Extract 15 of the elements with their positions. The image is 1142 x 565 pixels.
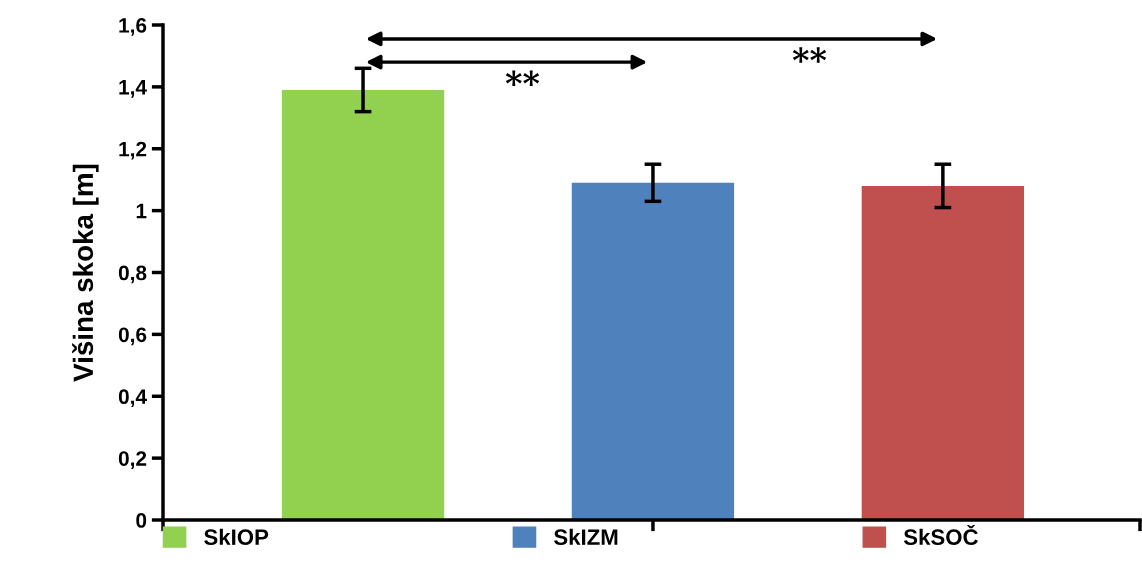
- y-tick-label: 0,4: [118, 389, 147, 408]
- y-tick-label: 0,2: [118, 451, 147, 469]
- legend-label: SkSOČ: [903, 524, 978, 546]
- y-tick-label: 1,2: [119, 141, 147, 160]
- y-tick-label: 0: [136, 513, 147, 528]
- annotation: **: [505, 70, 540, 86]
- legend-label: SkIOP: [204, 528, 269, 546]
- legend-label: SkIZM: [553, 528, 618, 546]
- y-tick-label: 1,4: [119, 80, 147, 98]
- y-tick-label: 1,6: [119, 18, 147, 36]
- annotation: **: [792, 47, 827, 63]
- y-tick-label: 0,6: [118, 327, 147, 346]
- y-tick-label: 0,8: [118, 265, 147, 284]
- y-tick-label: 1: [136, 203, 147, 219]
- y-axis-title: Višina skoka [m]: [72, 164, 99, 382]
